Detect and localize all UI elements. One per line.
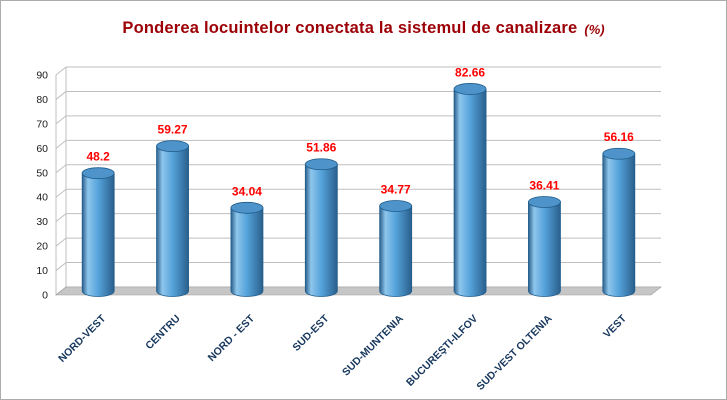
bar-value-label: 36.41 <box>529 178 559 192</box>
y-axis-label: 0 <box>42 290 48 302</box>
bar-body <box>453 88 487 297</box>
grid-connector <box>55 262 67 271</box>
y-axis-label: 30 <box>36 216 48 228</box>
grid-connector <box>55 115 67 125</box>
bar-body <box>379 205 413 297</box>
y-axis-label: 20 <box>36 241 48 253</box>
bar-top <box>304 158 338 171</box>
bar-value-label: 56.16 <box>604 130 634 144</box>
category-label: SUD-EST <box>290 312 331 353</box>
category-label: SUD-MUNTENIA <box>340 312 406 378</box>
y-axis-label: 60 <box>36 143 48 155</box>
bar-0: 48.2 NORD-VEST <box>56 150 115 365</box>
chart-title: Ponderea locuintelor conectata la sistem… <box>1 1 726 55</box>
grid-connector <box>55 139 67 149</box>
y-axis-label: 80 <box>36 94 48 106</box>
bar-4: 34.77 SUD-MUNTENIA <box>340 183 413 378</box>
bar-value-label: 34.04 <box>232 184 262 198</box>
y-axis-label: 70 <box>36 118 48 130</box>
bar-body <box>528 201 561 297</box>
grid-connector <box>55 188 67 198</box>
bar-top <box>379 200 413 212</box>
bar-top <box>453 83 487 95</box>
category-label: BUCUREŞTI-ILFOV <box>404 313 480 389</box>
grid-connector <box>55 66 67 76</box>
bar-body <box>304 163 338 297</box>
bar-top <box>156 140 189 153</box>
grid-connector <box>55 213 67 223</box>
bar-top <box>81 167 115 180</box>
bar-body <box>602 153 636 297</box>
bar-top <box>602 147 636 160</box>
grid-connector <box>55 164 67 174</box>
chart-title-text: Ponderea locuintelor conectata la sistem… <box>122 18 578 37</box>
y-axis-label: 40 <box>36 192 48 204</box>
bar-value-label: 82.66 <box>455 65 485 79</box>
y-axis-label: 90 <box>36 70 48 82</box>
bar-body <box>230 207 264 297</box>
bar-value-label: 48.2 <box>87 150 111 164</box>
grid-connector <box>55 237 67 247</box>
chart-floor <box>55 286 662 296</box>
y-axis-label: 50 <box>36 167 48 179</box>
category-label: SUD-VEST OLTENIA <box>474 312 554 392</box>
y-axis-label: 10 <box>36 265 48 277</box>
bar-5: 82.66 BUCUREŞTI-ILFOV <box>404 65 487 389</box>
bar-value-label: 34.77 <box>381 183 411 197</box>
bar-1: 59.27 CENTRU <box>143 123 189 352</box>
bar-top <box>528 196 561 208</box>
bar-3: 51.86 SUD-EST <box>290 141 338 354</box>
bar-top <box>230 201 264 214</box>
bar-2: 34.04 NORD - EST <box>206 184 264 364</box>
category-label: CENTRU <box>143 313 182 352</box>
bar-body <box>81 172 115 297</box>
category-label: VEST <box>601 312 629 340</box>
bar-body <box>156 145 189 297</box>
chart-svg: 0 10 20 30 40 50 60 70 80 90 48.2 NORD-VEST 59.27 CEN… <box>36 65 662 393</box>
bar-7: 56.16 VEST <box>601 130 636 341</box>
chart-title-unit: (%) <box>584 21 605 37</box>
bar-value-label: 51.86 <box>306 141 336 155</box>
grid-connector <box>55 91 67 100</box>
bar-6: 36.41 SUD-VEST OLTENIA <box>474 178 561 393</box>
bar-value-label: 59.27 <box>158 123 188 137</box>
category-label: NORD - EST <box>206 312 258 364</box>
category-label: NORD-VEST <box>56 312 109 365</box>
